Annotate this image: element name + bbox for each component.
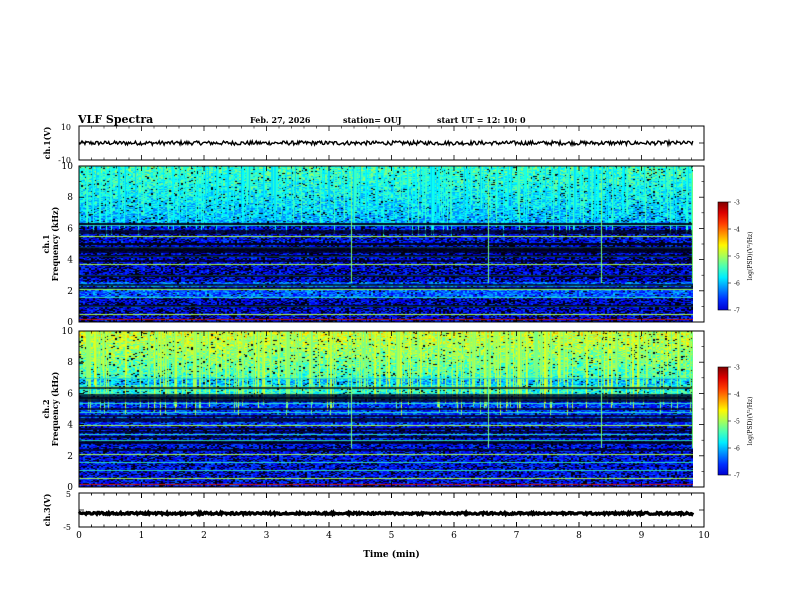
colorbar-tick-label: -6 [734, 281, 740, 288]
colorbar-label: log(PSD)(V²/Hz) [747, 232, 754, 281]
station-label: station= OUJ [343, 115, 402, 125]
x-tick-label: 10 [698, 531, 710, 541]
colorbar-tick-label: -3 [734, 365, 740, 372]
start-time-label: start UT = 12: 10: 0 [437, 115, 526, 125]
y-tick-label: 2 [67, 452, 73, 462]
x-tick-label: 7 [514, 531, 520, 541]
y-tick-label: 8 [67, 358, 73, 368]
y-axis-label: ch.1(V) [42, 126, 52, 159]
colorbar-tick-label: -7 [734, 473, 740, 480]
y-tick-label: 5 [66, 490, 71, 499]
y-axis-label: ch.1 [41, 234, 51, 253]
y-tick-label: -5 [63, 523, 71, 532]
colorbar-label: log(PSD)(V²/Hz) [747, 397, 754, 446]
colorbar [717, 201, 729, 311]
ch3-waveform-trace [77, 509, 695, 518]
x-tick-label: 9 [639, 531, 645, 541]
colorbar-tick-label: -7 [734, 308, 740, 315]
y-tick-label: 4 [67, 256, 73, 266]
colorbar-tick-label: -5 [734, 254, 740, 261]
y-tick-label: 10 [61, 123, 71, 132]
colorbar-tick-label: -4 [734, 227, 740, 234]
y-tick-label: 6 [67, 224, 73, 234]
y-tick-label: 10 [62, 162, 74, 172]
x-ticks [78, 493, 705, 527]
colorbar [717, 366, 729, 476]
x-tick-label: 2 [201, 531, 207, 541]
date-label: Feb. 27, 2026 [250, 115, 311, 125]
x-axis-label: Time (min) [363, 549, 420, 560]
x-ticks [78, 166, 705, 322]
x-ticks [78, 331, 705, 487]
y-tick-label: 10 [62, 327, 74, 337]
y-axis-label: ch.3(V) [42, 493, 52, 526]
x-tick-label: 0 [76, 531, 82, 541]
x-tick-label: 4 [326, 531, 332, 541]
x-tick-label: 5 [389, 531, 395, 541]
ch1-waveform-trace [78, 138, 694, 148]
x-tick-label: 6 [451, 531, 457, 541]
y-tick-label: -10 [58, 156, 71, 165]
y-axis-label: Frequency (kHz) [50, 371, 60, 446]
y-tick-label: 0 [67, 318, 73, 328]
ch3-waveform-frame [78, 492, 705, 528]
colorbar-tick-label: -5 [734, 419, 740, 426]
x-tick-label: 8 [576, 531, 582, 541]
ch1-spectrogram-image [79, 166, 693, 322]
y-axis-label: ch.2 [41, 399, 51, 418]
y-axis-label: Frequency (kHz) [50, 206, 60, 281]
x-ticks [78, 126, 705, 160]
colorbar-tick-label: -6 [734, 446, 740, 453]
ch2-spectrogram-image [79, 331, 693, 487]
y-tick-label: 2 [67, 287, 73, 297]
x-tick-label: 1 [139, 531, 145, 541]
y-tick-label: 4 [67, 421, 73, 431]
colorbar-tick-label: -3 [734, 200, 740, 207]
chart-title: VLF Spectra [78, 113, 154, 126]
x-ticks [78, 493, 705, 527]
y-tick-label: 6 [67, 389, 73, 399]
y-tick-label: 0 [67, 483, 73, 493]
y-tick-label: 8 [67, 193, 73, 203]
colorbar-tick-label: -4 [734, 392, 740, 399]
x-tick-label: 3 [264, 531, 270, 541]
